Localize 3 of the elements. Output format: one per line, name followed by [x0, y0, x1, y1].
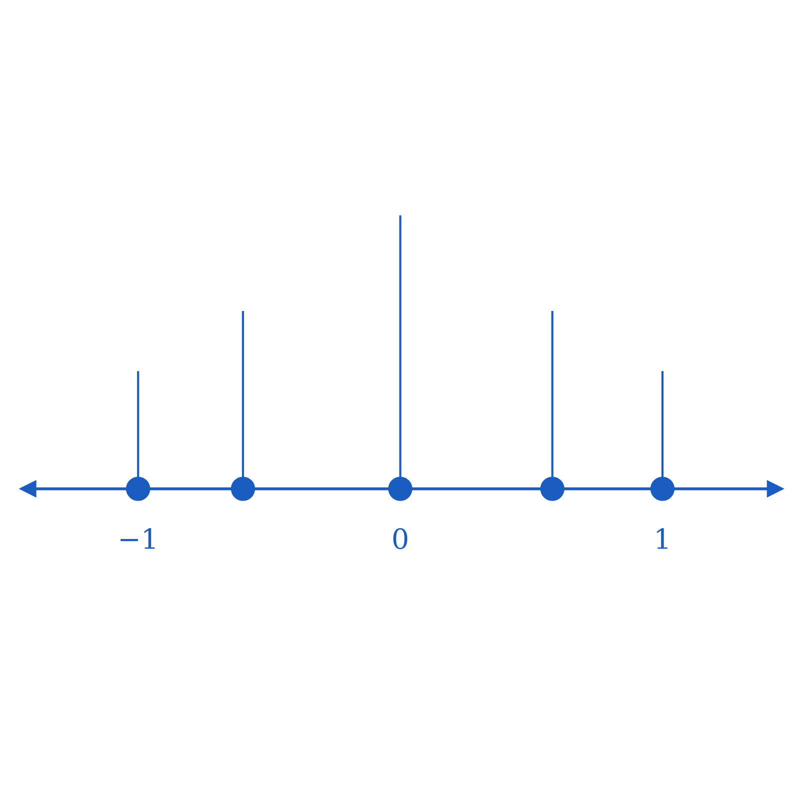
- x-tick-label: −1: [120, 528, 155, 549]
- x-tick-label: 1: [657, 528, 668, 549]
- x-tick-label: 0: [393, 528, 408, 550]
